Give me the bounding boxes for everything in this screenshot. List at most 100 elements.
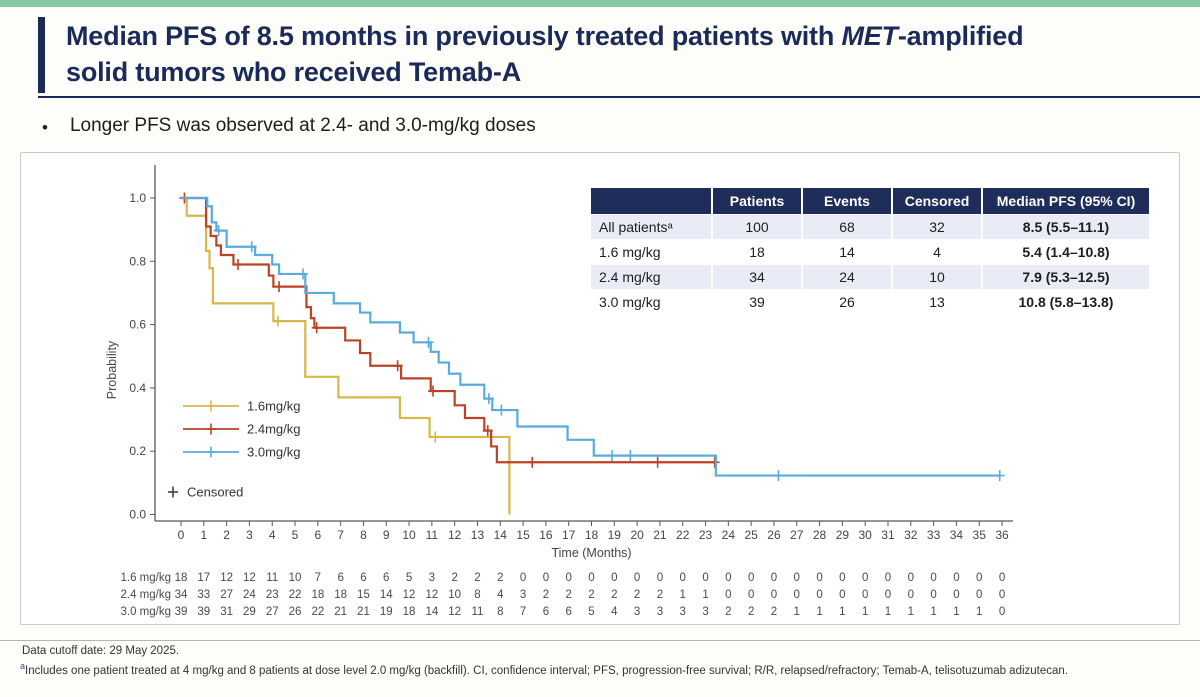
at-risk-value: 8	[497, 606, 503, 618]
y-tick-label: 0.2	[129, 444, 146, 458]
x-tick-label: 5	[292, 528, 299, 542]
at-risk-value: 0	[999, 606, 1005, 618]
at-risk-value: 18	[311, 589, 324, 601]
stats-cell: 7.9 (5.3–12.5)	[983, 265, 1149, 289]
stats-cell: 34	[713, 265, 801, 289]
at-risk-value: 0	[725, 589, 731, 601]
at-risk-value: 0	[816, 572, 822, 584]
legend-label: 2.4mg/kg	[247, 422, 300, 437]
x-tick-label: 15	[516, 528, 530, 542]
at-risk-value: 12	[220, 572, 233, 584]
stats-cell: 68	[803, 215, 891, 239]
legend-label: 1.6mg/kg	[247, 399, 300, 414]
at-risk-value: 1	[794, 606, 800, 618]
at-risk-value: 0	[611, 572, 617, 584]
x-tick-label: 16	[539, 528, 553, 542]
at-risk-value: 11	[266, 572, 278, 584]
at-risk-value: 2	[565, 589, 571, 601]
stats-cell: 1.6 mg/kg	[591, 240, 711, 264]
x-tick-label: 22	[676, 528, 690, 542]
x-tick-label: 4	[269, 528, 276, 542]
at-risk-value: 2	[634, 589, 640, 601]
at-risk-value: 0	[839, 589, 845, 601]
x-tick-label: 11	[426, 528, 439, 542]
at-risk-value: 2	[474, 572, 480, 584]
x-tick-label: 0	[178, 528, 185, 542]
stats-cell: All patientsᵃ	[591, 215, 711, 239]
at-risk-value: 0	[588, 572, 594, 584]
at-risk-value: 0	[543, 572, 549, 584]
stats-header-cell: Events	[803, 188, 891, 214]
at-risk-value: 15	[357, 589, 370, 601]
km-curve-1.6mg/kg	[181, 196, 511, 515]
stats-cell: 13	[893, 290, 981, 314]
at-risk-value: 3	[520, 589, 526, 601]
at-risk-value: 12	[403, 589, 416, 601]
at-risk-value: 19	[380, 606, 393, 618]
at-risk-value: 5	[406, 572, 412, 584]
at-risk-value: 0	[862, 572, 868, 584]
x-tick-label: 12	[448, 528, 462, 542]
at-risk-value: 14	[380, 589, 393, 601]
x-axis-title: Time (Months)	[551, 546, 631, 560]
at-risk-value: 0	[885, 572, 891, 584]
km-curve-2.4mg/kg	[181, 196, 716, 464]
at-risk-value: 2	[451, 572, 457, 584]
bullet-row: • Longer PFS was observed at 2.4- and 3.…	[42, 115, 536, 141]
at-risk-value: 1	[953, 606, 959, 618]
legend-label: 3.0mg/kg	[247, 445, 300, 460]
stats-row: 3.0 mg/kg 39 26 13 10.8 (5.8–13.8)	[591, 290, 1149, 314]
at-risk-value: 22	[311, 606, 324, 618]
at-risk-value: 22	[289, 589, 302, 601]
at-risk-value: 1	[839, 606, 845, 618]
at-risk-value: 23	[266, 589, 279, 601]
at-risk-value: 17	[197, 572, 210, 584]
x-tick-label: 21	[653, 528, 667, 542]
y-tick-label: 1.0	[129, 191, 146, 205]
at-risk-value: 0	[908, 589, 914, 601]
x-tick-label: 31	[881, 528, 895, 542]
x-tick-label: 10	[402, 528, 416, 542]
stats-row: All patientsᵃ 100 68 32 8.5 (5.5–11.1)	[591, 215, 1149, 239]
at-risk-value: 18	[334, 589, 347, 601]
x-tick-label: 26	[767, 528, 781, 542]
at-risk-row-label: 2.4 mg/kg	[121, 589, 172, 601]
at-risk-value: 5	[588, 606, 594, 618]
pfs-stats-table: Patients Events Censored Median PFS (95% CI…	[589, 187, 1151, 315]
at-risk-value: 0	[976, 589, 982, 601]
at-risk-value: 0	[953, 572, 959, 584]
footnote-text: aIncludes one patient treated at 4 mg/kg…	[20, 661, 1068, 677]
at-risk-value: 0	[862, 589, 868, 601]
title-accent-bar	[38, 17, 45, 93]
footer-divider	[0, 640, 1200, 641]
x-tick-label: 25	[744, 528, 758, 542]
x-tick-label: 28	[813, 528, 827, 542]
at-risk-value: 2	[588, 589, 594, 601]
at-risk-value: 21	[357, 606, 370, 618]
at-risk-value: 33	[197, 589, 210, 601]
x-tick-label: 36	[995, 528, 1009, 542]
at-risk-value: 12	[425, 589, 438, 601]
at-risk-value: 14	[425, 606, 438, 618]
stats-cell: 18	[713, 240, 801, 264]
at-risk-value: 3	[680, 606, 686, 618]
x-tick-label: 29	[836, 528, 850, 542]
at-risk-value: 7	[315, 572, 321, 584]
stats-table: Patients Events Censored Median PFS (95% CI…	[589, 187, 1151, 315]
at-risk-value: 8	[474, 589, 480, 601]
y-tick-label: 0.8	[129, 254, 146, 268]
at-risk-value: 2	[543, 589, 549, 601]
stats-cell: 39	[713, 290, 801, 314]
at-risk-value: 1	[976, 606, 982, 618]
stats-cell: 3.0 mg/kg	[591, 290, 711, 314]
stats-cell: 2.4 mg/kg	[591, 265, 711, 289]
at-risk-value: 27	[220, 589, 233, 601]
at-risk-value: 12	[448, 606, 461, 618]
footnote-marker: a	[20, 661, 26, 671]
stats-cell: 26	[803, 290, 891, 314]
x-tick-label: 23	[699, 528, 713, 542]
y-tick-label: 0.4	[129, 381, 146, 395]
censored-legend-label: Censored	[187, 485, 243, 500]
at-risk-value: 2	[771, 606, 777, 618]
